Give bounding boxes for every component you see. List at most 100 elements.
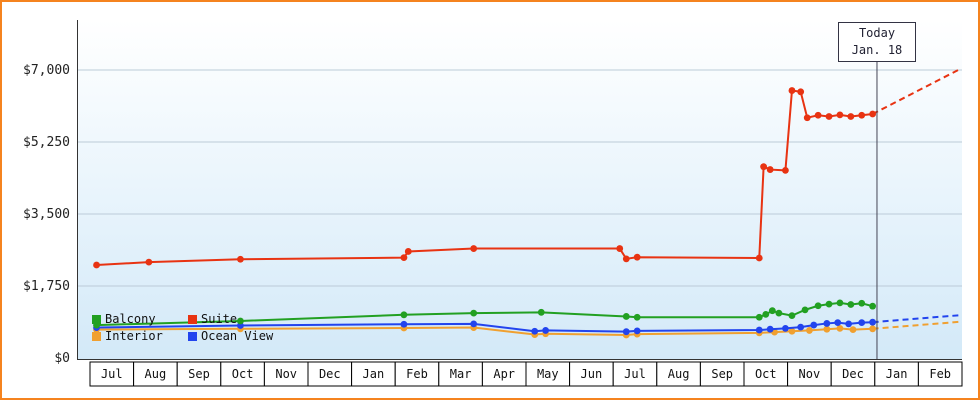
y-tick-label: $1,750 (23, 279, 70, 294)
interior-swatch-icon (92, 331, 101, 341)
data-point-suite (616, 245, 624, 252)
month-box (830, 361, 876, 387)
data-point-suite (622, 255, 630, 263)
data-point-ocean_view (858, 319, 866, 327)
y-tick-label: $0 (54, 351, 70, 366)
data-point-balcony (768, 307, 776, 315)
data-point-balcony (400, 311, 408, 319)
month-box (394, 361, 440, 387)
ocean_view-swatch-icon (188, 331, 197, 341)
month-box (351, 361, 396, 387)
legend-label: Ocean View (201, 329, 274, 343)
data-point-ocean_view (834, 319, 842, 327)
today-annotation: Today Jan. 18 (838, 22, 916, 62)
series-forecast-suite (872, 68, 961, 115)
data-point-suite (400, 254, 408, 262)
suite-swatch-icon (188, 314, 197, 324)
series-line-suite (96, 89, 873, 267)
data-point-balcony (762, 310, 770, 318)
balcony-swatch-icon (92, 314, 101, 324)
data-point-ocean_view (622, 328, 630, 336)
data-point-ocean_view (810, 321, 818, 329)
month-box (917, 361, 963, 387)
month-label: Feb (929, 367, 951, 381)
month-label: Nov (799, 367, 821, 381)
data-point-suite (633, 253, 641, 261)
data-point-balcony (825, 300, 833, 308)
data-point-ocean_view (782, 324, 789, 332)
data-point-ocean_view (869, 318, 877, 326)
legend-item-interior: Interior (92, 329, 188, 343)
month-box (656, 361, 701, 387)
data-point-suite (814, 111, 822, 119)
month-box (481, 361, 527, 387)
month-label: May (537, 367, 559, 381)
series-line-interior (96, 326, 873, 336)
data-point-interior (823, 325, 831, 333)
month-label: Jan (363, 367, 385, 381)
data-point-suite (847, 113, 855, 120)
data-point-balcony (237, 317, 244, 325)
data-point-ocean_view (470, 320, 478, 328)
legend-item-suite: Suite (188, 312, 273, 326)
month-label: Jul (101, 367, 123, 381)
data-point-interior (849, 326, 857, 334)
month-label: Nov (275, 367, 297, 381)
data-point-balcony (775, 309, 783, 317)
data-point-suite (858, 111, 866, 119)
month-label: Sep (711, 367, 733, 381)
month-label: Jun (581, 367, 603, 381)
month-label: Jan (886, 367, 908, 381)
data-point-interior (788, 327, 796, 335)
data-point-balcony (755, 313, 763, 321)
data-point-balcony (788, 312, 796, 320)
data-point-balcony (847, 301, 855, 308)
data-point-suite (237, 255, 244, 263)
legend-item-ocean_view: Ocean View (188, 329, 273, 343)
legend-item-balcony: Balcony (92, 312, 188, 326)
data-point-ocean_view (766, 325, 774, 333)
data-point-balcony (801, 306, 809, 314)
month-label: Sep (188, 367, 210, 381)
data-point-suite (836, 111, 844, 119)
y-tick-label: $3,500 (23, 207, 70, 222)
month-box (220, 361, 265, 387)
data-point-balcony (537, 308, 545, 316)
data-point-interior (869, 325, 877, 333)
data-point-ocean_view (542, 327, 550, 334)
data-point-ocean_view (400, 320, 408, 328)
data-point-balcony (836, 299, 844, 307)
data-point-ocean_view (755, 326, 763, 334)
plot-background (77, 20, 962, 359)
month-label: Aug (668, 367, 690, 381)
data-point-balcony (858, 299, 866, 307)
series-forecast-interior (872, 320, 960, 330)
month-label: Feb (406, 367, 428, 381)
month-label: Apr (493, 367, 515, 381)
data-point-suite (755, 254, 763, 262)
month-box (176, 361, 222, 387)
month-label: Dec (319, 367, 341, 381)
data-point-suite (803, 114, 811, 122)
data-point-suite (869, 110, 877, 118)
month-box (569, 361, 614, 387)
legend-label: Suite (201, 312, 238, 326)
data-point-balcony (470, 309, 478, 317)
today-label: Today (858, 26, 896, 40)
month-label: Jul (624, 367, 646, 381)
data-point-ocean_view (845, 320, 853, 328)
month-box (307, 361, 353, 387)
data-point-ocean_view (633, 327, 641, 335)
data-point-suite (760, 163, 768, 171)
data-point-balcony (622, 313, 630, 320)
series-forecast-ocean_view (872, 314, 960, 324)
data-point-ocean_view (531, 327, 539, 335)
data-point-suite (782, 166, 789, 174)
month-label: Oct (232, 367, 254, 381)
data-point-suite (145, 258, 153, 266)
month-label: Mar (450, 367, 472, 381)
month-label: Aug (145, 367, 167, 381)
today-date: Jan. 18 (851, 43, 903, 57)
